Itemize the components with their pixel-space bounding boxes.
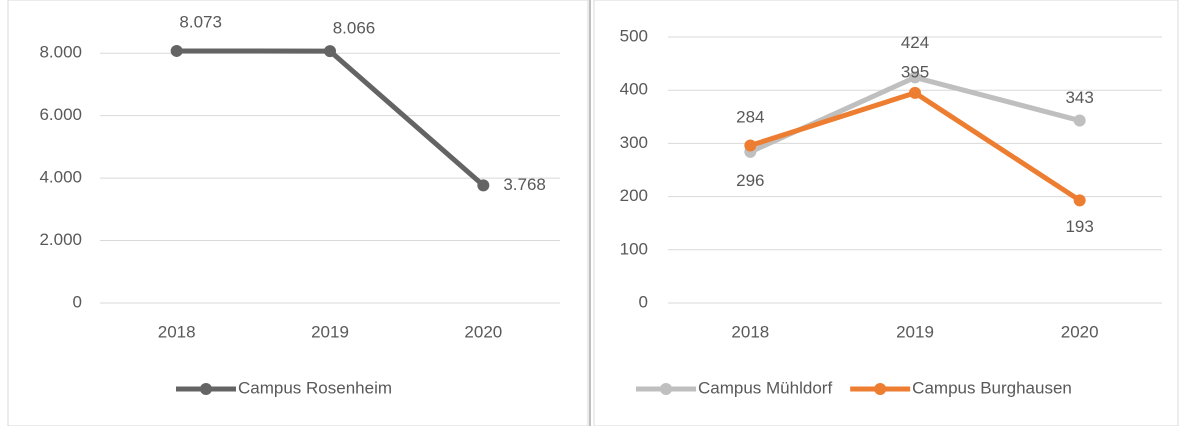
legend-label: Campus Burghausen — [912, 378, 1072, 397]
x-tick-label: 2019 — [896, 322, 934, 341]
y-tick-label: 0 — [639, 292, 648, 311]
point — [744, 139, 757, 152]
data-label: 296 — [736, 171, 764, 190]
y-tick-label: 0 — [73, 292, 82, 311]
point — [1073, 114, 1086, 127]
point — [170, 44, 183, 57]
data-label: 193 — [1065, 217, 1093, 236]
x-tick-label: 2019 — [311, 322, 349, 341]
x-tick-label: 2018 — [731, 322, 769, 341]
data-label: 284 — [736, 107, 764, 126]
data-label: 8.073 — [179, 12, 222, 31]
y-tick-label: 500 — [620, 26, 648, 45]
data-label: 424 — [901, 33, 929, 52]
y-tick-label: 100 — [620, 239, 648, 258]
point — [909, 86, 921, 99]
legend-marker — [200, 383, 212, 395]
y-tick-label: 2.000 — [39, 230, 82, 249]
data-label: 3.768 — [503, 175, 546, 194]
x-tick-label: 2020 — [1061, 322, 1099, 341]
chart-frame — [7, 0, 589, 426]
legend-label: Campus Rosenheim — [238, 378, 392, 397]
y-tick-label: 300 — [620, 133, 648, 152]
y-tick-label: 6.000 — [39, 105, 82, 124]
point — [1073, 194, 1086, 207]
data-label: 343 — [1065, 88, 1093, 107]
y-tick-label: 8.000 — [39, 43, 82, 62]
chart-frame — [593, 0, 1179, 426]
data-label: 8.066 — [333, 19, 376, 38]
point — [909, 71, 921, 84]
legend-label: Campus Mühldorf — [698, 378, 832, 397]
y-tick-label: 400 — [620, 80, 648, 99]
x-tick-label: 2018 — [158, 322, 196, 341]
y-tick-label: 4.000 — [39, 168, 82, 187]
data-label: 395 — [901, 62, 929, 81]
x-tick-label: 2020 — [464, 322, 502, 341]
y-tick-label: 200 — [620, 186, 648, 205]
point — [477, 179, 490, 192]
legend-marker — [874, 383, 887, 395]
point — [324, 45, 336, 58]
legend-marker — [660, 383, 672, 395]
